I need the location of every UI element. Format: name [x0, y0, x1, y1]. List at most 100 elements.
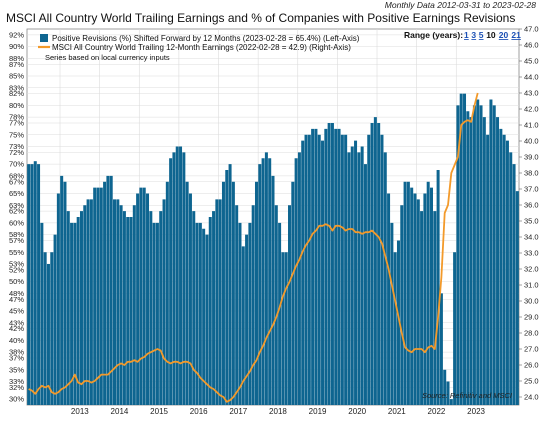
revision-bar — [479, 105, 483, 405]
revision-bar — [410, 187, 414, 405]
x-tick-label: 2023 — [467, 407, 485, 416]
revision-bar — [311, 128, 315, 405]
left-tick-label: 85% — [9, 72, 24, 81]
left-tick-label: 62% — [9, 207, 24, 216]
left-tick-label: 50% — [9, 277, 24, 286]
earnings-line — [28, 92, 479, 403]
range-option-3[interactable]: 3 — [471, 30, 476, 40]
revision-bar — [463, 93, 467, 405]
right-tick-label: 26.0 — [524, 361, 539, 370]
right-tick-label: 45.0 — [524, 57, 539, 66]
revision-bar — [330, 123, 334, 405]
revision-bar — [251, 205, 255, 405]
right-tick-label: 33.0 — [524, 249, 539, 258]
left-tick-label: 70% — [9, 160, 24, 169]
revision-bar — [198, 222, 202, 405]
revision-bar — [324, 128, 328, 405]
revision-bar — [228, 164, 232, 405]
revision-bar — [449, 399, 453, 405]
revision-bar — [63, 181, 67, 405]
left-tick-label: 83% — [9, 83, 24, 92]
revision-bar — [373, 117, 377, 405]
left-tick-label: 68% — [9, 171, 24, 180]
left-tick-label: 37% — [9, 354, 24, 363]
left-tick-label: 57% — [9, 236, 24, 245]
revision-bar — [93, 187, 97, 405]
x-tick-label: 2021 — [388, 407, 406, 416]
range-option-1[interactable]: 1 — [464, 30, 469, 40]
revision-bar — [86, 199, 90, 405]
range-option-10[interactable]: 10 — [486, 30, 496, 40]
x-tick-label: 2022 — [428, 407, 446, 416]
revision-bar — [297, 152, 301, 405]
revision-bar — [390, 222, 394, 405]
revision-bar — [403, 181, 407, 405]
revision-bar — [436, 170, 440, 405]
revision-bar — [281, 252, 285, 405]
revision-bar — [182, 152, 186, 405]
revision-bar — [466, 111, 470, 405]
left-tick-label: 92% — [9, 30, 24, 39]
revision-bar — [264, 152, 268, 405]
revision-bar — [113, 199, 117, 405]
revision-bar — [165, 181, 169, 405]
x-tick-label: 2017 — [229, 407, 247, 416]
revision-bar — [155, 222, 159, 405]
revision-bar — [126, 217, 130, 405]
revision-bar — [284, 252, 288, 405]
revision-bar — [344, 134, 348, 405]
revision-bar — [245, 234, 249, 405]
revision-bar — [278, 222, 282, 405]
revision-bar — [60, 175, 64, 405]
left-tick-label: 55% — [9, 248, 24, 257]
x-tick-label: 2018 — [269, 407, 287, 416]
right-tick-label: 29.0 — [524, 313, 539, 322]
range-label: Range (years): — [404, 30, 463, 40]
left-tick-label: 88% — [9, 54, 24, 63]
revision-bar — [109, 175, 113, 405]
revision-bar — [205, 234, 209, 405]
right-tick-label: 40.0 — [524, 137, 539, 146]
range-option-21[interactable]: 21 — [511, 30, 521, 40]
earnings-line-layer — [28, 92, 479, 403]
source-note: Source: Refinitiv and MSCI — [422, 391, 512, 400]
range-option-5[interactable]: 5 — [479, 30, 484, 40]
revision-bar — [433, 211, 437, 405]
left-tick-label: 45% — [9, 307, 24, 316]
right-tick-label: 38.0 — [524, 169, 539, 178]
revision-bar — [225, 170, 229, 405]
revision-bar — [499, 128, 503, 405]
revision-bar — [231, 181, 235, 405]
data-range-note: Monthly Data 2012-03-31 to 2023-02-28 — [385, 0, 536, 10]
left-tick-label: 48% — [9, 289, 24, 298]
revision-bar — [446, 381, 450, 405]
revision-bar — [472, 105, 476, 405]
revision-bar — [370, 123, 374, 405]
x-tick-label: 2020 — [348, 407, 366, 416]
revision-bar — [340, 134, 344, 405]
range-option-20[interactable]: 20 — [499, 30, 509, 40]
revision-bar — [261, 158, 265, 405]
revision-bar — [89, 199, 93, 405]
left-tick-label: 43% — [9, 318, 24, 327]
revision-bar — [235, 205, 239, 405]
revision-bar — [482, 117, 486, 405]
revision-bar — [146, 193, 150, 405]
revision-bar — [238, 222, 242, 405]
revision-bar — [423, 193, 427, 405]
revision-bar — [122, 211, 126, 405]
revision-bar — [459, 93, 463, 405]
revision-bar — [469, 117, 473, 405]
right-tick-label: 25.0 — [524, 377, 539, 386]
revision-bar — [268, 158, 272, 405]
revision-bar — [317, 134, 321, 405]
right-tick-label: 30.0 — [524, 297, 539, 306]
revision-bar — [215, 199, 219, 405]
revision-bar — [453, 252, 457, 405]
revision-bar — [116, 199, 120, 405]
revision-bar — [496, 117, 500, 405]
revision-bar — [492, 105, 496, 405]
revision-bar — [169, 158, 173, 405]
revision-bar — [136, 193, 140, 405]
revision-bar — [515, 191, 519, 405]
